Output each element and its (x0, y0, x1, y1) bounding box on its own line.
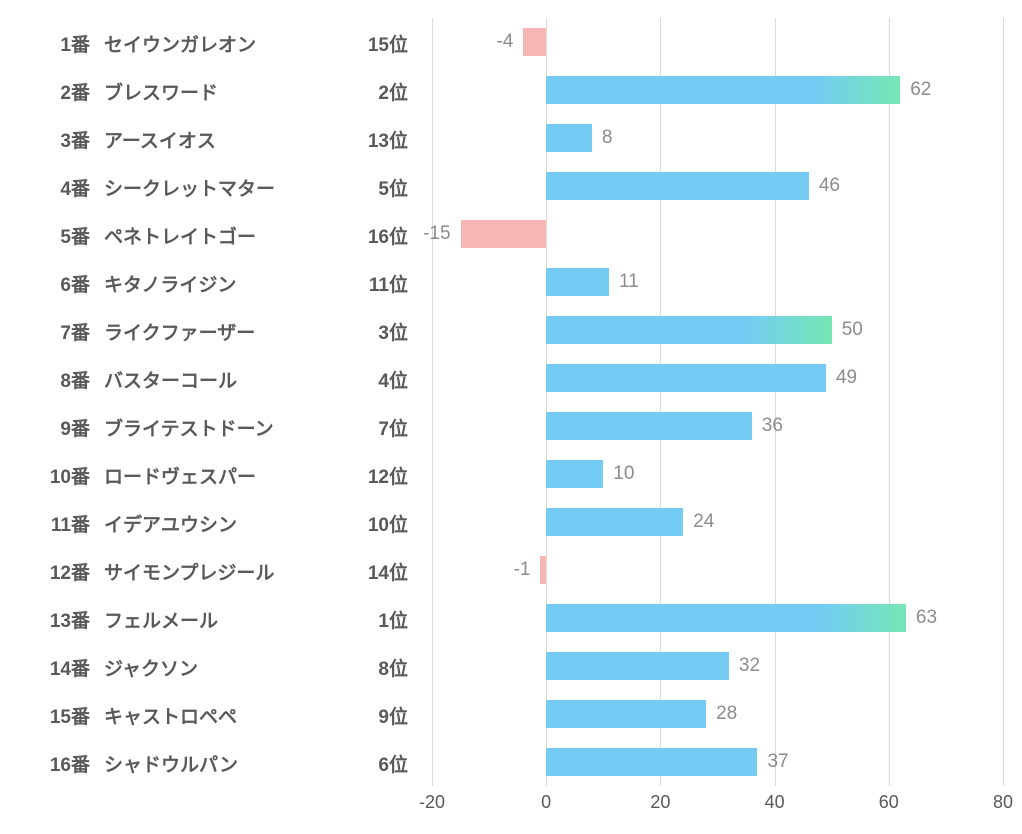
bar (546, 172, 809, 200)
entry-name: シャドウルパン (104, 750, 238, 777)
entry-name: ライクファーザー (104, 318, 255, 345)
entry-name: イデアユウシン (104, 510, 237, 537)
entry-name: バスターコール (104, 366, 237, 393)
bar (546, 412, 752, 440)
entry-number: 11番 (0, 510, 90, 537)
entry-rank: 10位 (368, 510, 408, 537)
x-axis-tick-label: 40 (765, 792, 785, 813)
bar (546, 652, 729, 680)
x-axis-tick-label: 60 (879, 792, 899, 813)
bar-value-label: 50 (842, 319, 863, 341)
entry-rank: 6位 (378, 750, 408, 777)
bar-value-label: 37 (767, 751, 788, 773)
bar (546, 316, 832, 344)
bar-value-label: 8 (602, 127, 613, 149)
entry-rank: 8位 (378, 654, 408, 681)
bar (546, 604, 906, 632)
bar (546, 124, 592, 152)
bar (540, 556, 546, 584)
bar-value-label: 63 (916, 607, 937, 629)
entry-name: キタノライジン (104, 270, 236, 297)
entry-rank: 7位 (378, 414, 408, 441)
bar-value-label: 46 (819, 175, 840, 197)
bar (461, 220, 547, 248)
entry-number: 4番 (0, 174, 90, 201)
bar-value-label: -15 (423, 223, 450, 245)
entry-rank: 3位 (378, 318, 408, 345)
bar (546, 700, 706, 728)
gridline (1003, 18, 1004, 786)
bar-value-label: 49 (836, 367, 857, 389)
entry-rank: 9位 (378, 702, 408, 729)
bar (546, 508, 683, 536)
entry-number: 16番 (0, 750, 90, 777)
bar (546, 76, 900, 104)
entry-name: シークレットマター (104, 174, 275, 201)
entry-rank: 13位 (368, 126, 408, 153)
entry-rank: 11位 (369, 270, 408, 297)
entry-rank: 4位 (378, 366, 408, 393)
entry-rank: 12位 (368, 462, 408, 489)
x-axis-tick-label: 20 (650, 792, 670, 813)
chart-container: { "chart": { "type": "bar-horizontal-div… (0, 0, 1022, 834)
entry-number: 9番 (0, 414, 90, 441)
entry-name: サイモンプレジール (104, 558, 274, 585)
entry-rank: 16位 (368, 222, 408, 249)
bar-value-label: 24 (693, 511, 714, 533)
entry-number: 7番 (0, 318, 90, 345)
entry-rank: 14位 (368, 558, 408, 585)
x-axis-tick-label: 80 (993, 792, 1013, 813)
bar (523, 28, 546, 56)
entry-number: 14番 (0, 654, 90, 681)
entry-name: アースイオス (104, 126, 216, 153)
bar-value-label: 36 (762, 415, 783, 437)
entry-name: ジャクソン (104, 654, 198, 681)
bar (546, 748, 757, 776)
entry-number: 10番 (0, 462, 90, 489)
entry-number: 15番 (0, 702, 90, 729)
entry-number: 2番 (0, 78, 90, 105)
entry-name: キャストロペペ (104, 702, 237, 729)
entry-number: 3番 (0, 126, 90, 153)
entry-rank: 5位 (378, 174, 408, 201)
bar-value-label: 28 (716, 703, 737, 725)
gridline (432, 18, 433, 786)
bar-value-label: 62 (910, 79, 931, 101)
entry-name: セイウンガレオン (104, 30, 256, 57)
entry-rank: 1位 (378, 606, 408, 633)
bar-value-label: -1 (514, 559, 531, 581)
gridline (775, 18, 776, 786)
bar (546, 460, 603, 488)
entry-number: 1番 (0, 30, 90, 57)
x-axis-tick-label: -20 (419, 792, 445, 813)
entry-number: 12番 (0, 558, 90, 585)
entry-name: フェルメール (104, 606, 218, 633)
x-axis-tick-label: 0 (541, 792, 551, 813)
bar (546, 268, 609, 296)
entry-rank: 15位 (368, 30, 408, 57)
bar-value-label: 10 (613, 463, 634, 485)
bar-value-label: 32 (739, 655, 760, 677)
entry-number: 5番 (0, 222, 90, 249)
bar-value-label: 11 (619, 271, 639, 293)
gridline (889, 18, 890, 786)
entry-number: 6番 (0, 270, 90, 297)
entry-name: ブレスワード (104, 78, 218, 105)
entry-number: 13番 (0, 606, 90, 633)
entry-name: ロードヴェスパー (104, 462, 256, 489)
bar (546, 364, 826, 392)
bar-value-label: -4 (496, 31, 513, 53)
entry-name: ペネトレイトゴー (104, 222, 256, 249)
entry-rank: 2位 (378, 78, 408, 105)
entry-name: ブライテストドーン (104, 414, 274, 441)
entry-number: 8番 (0, 366, 90, 393)
